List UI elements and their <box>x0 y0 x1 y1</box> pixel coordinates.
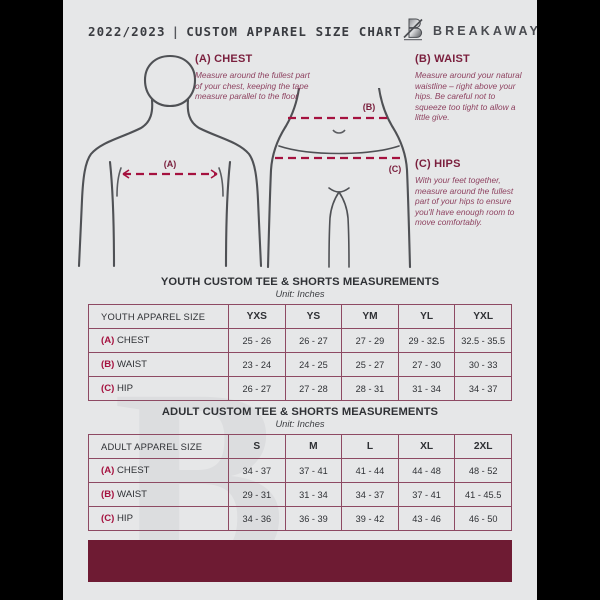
callout-chest-body: Measure around the fullest part of your … <box>195 70 310 102</box>
adult-column-header: 2XL <box>454 434 512 459</box>
youth-measure-value: 32.5 - 35.5 <box>454 328 512 353</box>
youth-measure-label: (B) WAIST <box>88 352 229 377</box>
youth-measure-value: 34 - 37 <box>454 376 512 401</box>
adult-measure-value: 37 - 41 <box>284 458 343 483</box>
measure-marker: (C) <box>101 383 115 394</box>
youth-table-unit: Unit: Inches <box>275 289 325 299</box>
youth-measure-value: 28 - 31 <box>341 376 399 401</box>
youth-measure-value: 24 - 25 <box>284 352 343 377</box>
measure-marker: (B) <box>101 359 115 370</box>
page-title: CUSTOM APPAREL SIZE CHART <box>186 23 402 39</box>
callout-waist: (B) WAIST Measure around your natural wa… <box>415 53 527 123</box>
chest-marker-label: (A) <box>164 159 177 169</box>
header-season: 2022/2023 <box>88 23 166 39</box>
adult-measure-value: 39 - 42 <box>341 506 399 531</box>
youth-measure-value: 29 - 32.5 <box>397 328 456 353</box>
measure-marker: (A) <box>101 465 115 476</box>
callout-waist-heading: (B) WAIST <box>415 53 470 65</box>
adult-measure-value: 31 - 34 <box>284 482 343 507</box>
adult-header-row: ADULT APPAREL SIZE S M L XL 2XL <box>88 434 512 459</box>
adult-measure-label: (C) HIP <box>88 506 229 531</box>
adult-measure-value: 34 - 37 <box>228 458 286 483</box>
youth-measure-value: 27 - 29 <box>341 328 399 353</box>
adult-table-unit: Unit: Inches <box>275 419 325 429</box>
page-header: 2022/2023 | CUSTOM APPAREL SIZE CHART <box>63 18 537 44</box>
callout-waist-body: Measure around your natural waistline – … <box>415 70 522 123</box>
measure-marker: (C) <box>101 513 115 524</box>
youth-table-title: YOUTH CUSTOM TEE & SHORTS MEASUREMENTS <box>160 276 440 288</box>
lower-body-silhouette: (B) (C) <box>266 88 412 268</box>
youth-column-header: YXS <box>228 304 286 329</box>
adult-measure-value: 41 - 45.5 <box>454 482 512 507</box>
table-row: (B) WAIST 23 - 24 24 - 25 25 - 27 27 - 30 30 … <box>88 352 512 377</box>
table-row: (B) WAIST 29 - 31 31 - 34 34 - 37 37 - 41 41 … <box>88 482 512 507</box>
youth-measure-value: 27 - 28 <box>284 376 343 401</box>
adult-column-header: M <box>284 434 343 459</box>
youth-measure-value: 26 - 27 <box>228 376 286 401</box>
adult-measure-value: 44 - 48 <box>397 458 456 483</box>
youth-measure-label: (C) HIP <box>88 376 229 401</box>
adult-column-header: S <box>228 434 286 459</box>
youth-measure-value: 31 - 34 <box>397 376 456 401</box>
adult-measure-value: 43 - 46 <box>397 506 456 531</box>
youth-measure-value: 26 - 27 <box>284 328 343 353</box>
table-row: (A) CHEST 34 - 37 37 - 41 41 - 44 44 - 48 48 … <box>88 458 512 483</box>
youth-measure-value: 25 - 26 <box>228 328 286 353</box>
measure-marker: (B) <box>101 489 115 500</box>
adult-measure-label: (B) WAIST <box>88 482 229 507</box>
adult-measure-value: 41 - 44 <box>341 458 399 483</box>
callout-chest: (A) CHEST Measure around the fullest par… <box>195 53 313 102</box>
adult-measure-value: 37 - 41 <box>397 482 456 507</box>
youth-column-header: YM <box>341 304 399 329</box>
callout-hips-body: With your feet together, measure around … <box>415 175 515 228</box>
youth-table-block: YOUTH CUSTOM TEE & SHORTS MEASUREMENTS U… <box>88 276 512 401</box>
adult-column-header: L <box>341 434 399 459</box>
youth-measure-value: 23 - 24 <box>228 352 286 377</box>
header-title-group: 2022/2023 | CUSTOM APPAREL SIZE CHART <box>88 24 402 39</box>
callout-hips: (C) HIPS With your feet together, measur… <box>415 158 527 228</box>
adult-table-block: ADULT CUSTOM TEE & SHORTS MEASUREMENTS U… <box>88 406 512 531</box>
footer-bar <box>88 540 512 582</box>
youth-header-row: YOUTH APPAREL SIZE YXS YS YM YL YXL <box>88 304 512 329</box>
youth-column-header: YXL <box>454 304 512 329</box>
upper-body-silhouette: (A) <box>77 54 262 268</box>
size-chart-page: B 2022/2023 | CUSTOM APPAREL SIZE CHART <box>63 0 537 600</box>
adult-column-header: XL <box>397 434 456 459</box>
youth-measure-value: 25 - 27 <box>341 352 399 377</box>
adult-measure-value: 46 - 50 <box>454 506 512 531</box>
adult-row-header: ADULT APPAREL SIZE <box>88 434 229 459</box>
hip-marker-label: (C) <box>389 164 402 174</box>
youth-column-header: YS <box>284 304 343 329</box>
adult-measure-value: 29 - 31 <box>228 482 286 507</box>
youth-size-table: YOUTH APPAREL SIZE YXS YS YM YL YXL (A) CHEST 2… <box>88 304 512 401</box>
brand-lockup: BREAKAWAY <box>402 16 537 47</box>
youth-row-header: YOUTH APPAREL SIZE <box>88 304 229 329</box>
waist-marker-label: (B) <box>363 102 376 112</box>
table-row: (A) CHEST 25 - 26 26 - 27 27 - 29 29 - 32.5 3… <box>88 328 512 353</box>
table-row: (C) HIP 26 - 27 27 - 28 28 - 31 31 - 34 34 - … <box>88 376 512 401</box>
measure-marker: (A) <box>101 335 115 346</box>
measurement-diagram: (A) (B) (C) <box>63 48 537 270</box>
adult-measure-label: (A) CHEST <box>88 458 229 483</box>
adult-table-title: ADULT CUSTOM TEE & SHORTS MEASUREMENTS <box>161 406 439 418</box>
callout-hips-heading: (C) HIPS <box>415 158 461 170</box>
youth-measure-label: (A) CHEST <box>88 328 229 353</box>
adult-measure-value: 34 - 37 <box>341 482 399 507</box>
youth-measure-value: 27 - 30 <box>397 352 456 377</box>
youth-column-header: YL <box>397 304 456 329</box>
adult-measure-value: 34 - 36 <box>228 506 286 531</box>
callout-chest-heading: (A) CHEST <box>195 53 253 65</box>
breakaway-b-logo-icon <box>402 16 424 47</box>
brand-name: BREAKAWAY <box>432 24 537 38</box>
adult-measure-value: 48 - 52 <box>454 458 512 483</box>
table-row: (C) HIP 34 - 36 36 - 39 39 - 42 43 - 46 46 - … <box>88 506 512 531</box>
youth-measure-value: 30 - 33 <box>454 352 512 377</box>
adult-measure-value: 36 - 39 <box>284 506 343 531</box>
chest-measure-line <box>122 169 218 179</box>
adult-size-table: ADULT APPAREL SIZE S M L XL 2XL (A) CHEST 34 - … <box>88 434 512 531</box>
header-separator: | <box>171 23 181 39</box>
